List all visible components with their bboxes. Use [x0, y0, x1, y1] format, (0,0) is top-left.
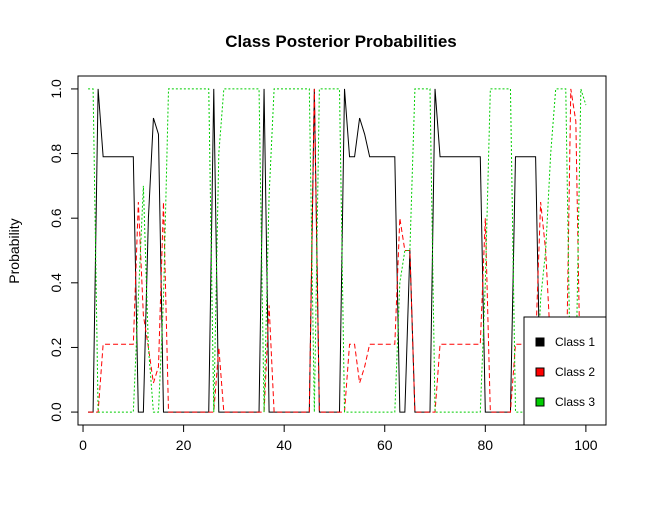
- x-tick-label: 80: [478, 437, 494, 453]
- chart-title: Class Posterior Probabilities: [225, 32, 456, 51]
- legend-swatch: [535, 397, 545, 407]
- legend-label: Class 3: [555, 395, 595, 409]
- legend-label: Class 2: [555, 365, 595, 379]
- y-tick-label: 0.2: [48, 338, 64, 358]
- y-tick-label: 1.0: [48, 79, 64, 99]
- x-tick-label: 100: [574, 437, 598, 453]
- legend-label: Class 1: [555, 335, 595, 349]
- legend-swatch: [535, 367, 545, 377]
- y-tick-label: 0.6: [48, 208, 64, 228]
- legend: Class 1 Class 2 Class 3: [523, 316, 607, 426]
- y-axis: 0.0 0.2 0.4 0.6 0.8 1.0: [48, 79, 79, 422]
- legend-box: [523, 316, 607, 426]
- y-tick-label: 0.0: [48, 402, 64, 422]
- x-tick-label: 60: [377, 437, 393, 453]
- series-class-3-line: [88, 88, 587, 413]
- x-axis: 0 20 40 60 80 100: [79, 424, 598, 453]
- y-axis-label: Probability: [6, 218, 22, 283]
- y-tick-label: 0.4: [48, 273, 64, 293]
- series-layer: [88, 88, 587, 413]
- x-tick-label: 40: [276, 437, 292, 453]
- series-class-2-line: [88, 88, 586, 413]
- x-tick-label: 0: [79, 437, 87, 453]
- legend-swatch: [535, 337, 545, 347]
- x-tick-label: 20: [176, 437, 192, 453]
- y-tick-label: 0.8: [48, 144, 64, 164]
